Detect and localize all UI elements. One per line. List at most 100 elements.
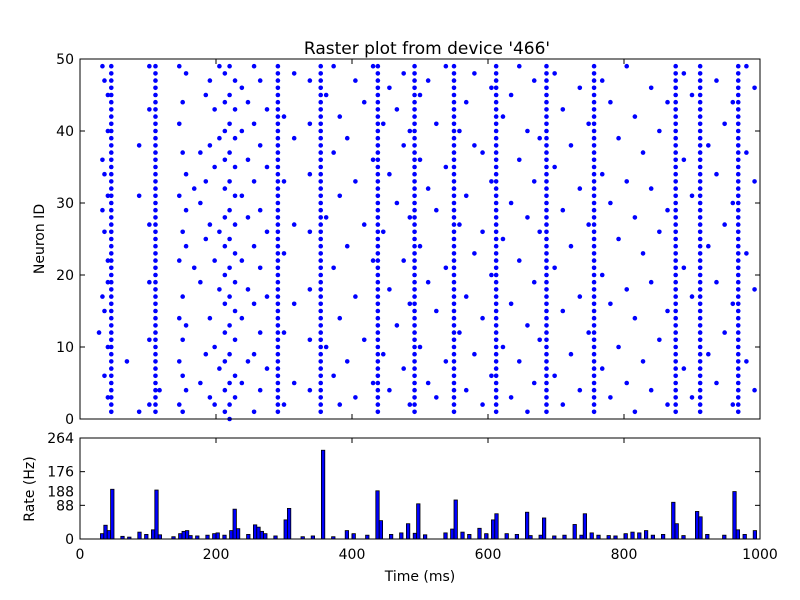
spike-marker (493, 402, 499, 407)
spike-marker (102, 229, 107, 235)
spike-marker (275, 107, 281, 112)
spike-marker (544, 143, 549, 148)
spike-marker (412, 387, 417, 393)
spike-marker (147, 63, 152, 69)
spike-marker (697, 359, 703, 364)
spike-marker (451, 251, 457, 256)
spike-marker (245, 157, 251, 163)
spike-marker (153, 251, 158, 256)
rate-bar (705, 534, 710, 540)
spike-marker (493, 387, 499, 393)
spike-marker (227, 236, 232, 242)
spike-marker (735, 99, 741, 105)
spike-marker (275, 200, 281, 206)
spike-marker (591, 171, 597, 177)
rate-bar (232, 508, 237, 540)
spike-marker (544, 200, 549, 206)
spike-marker (673, 395, 678, 400)
spike-marker (275, 395, 281, 400)
spike-marker (257, 265, 263, 271)
spike-marker (275, 344, 281, 350)
spike-marker (463, 193, 469, 199)
spike-marker (616, 135, 621, 141)
spike-marker (108, 179, 114, 184)
spike-marker (735, 236, 741, 242)
spike-marker (232, 308, 238, 314)
spike-marker (124, 359, 130, 364)
spike-marker (375, 229, 381, 235)
spike-marker (417, 92, 423, 98)
spike-marker (108, 99, 114, 105)
spike-marker (434, 121, 439, 127)
rate-bar (467, 534, 472, 540)
spike-marker (525, 323, 530, 328)
spike-marker (108, 359, 114, 364)
spike-marker (394, 200, 400, 206)
spike-marker (108, 128, 114, 134)
spike-marker (412, 179, 417, 184)
rate-bar (212, 533, 217, 540)
rate-bar (184, 530, 190, 540)
spike-marker (318, 85, 324, 91)
spike-marker (222, 330, 228, 335)
rate-bar (514, 534, 520, 540)
spike-marker (673, 294, 678, 299)
spike-marker (735, 128, 741, 134)
spike-marker (318, 243, 324, 249)
spike-marker (153, 71, 158, 76)
spike-marker (407, 215, 413, 220)
spike-marker (375, 279, 381, 285)
spike-marker (307, 229, 313, 235)
spike-marker (275, 236, 281, 242)
spike-marker (591, 128, 597, 134)
spike-marker (412, 85, 417, 91)
spike-marker (697, 92, 703, 98)
spike-marker (673, 85, 678, 91)
spike-marker (153, 265, 158, 271)
spike-marker (451, 351, 457, 357)
spike-marker (318, 344, 324, 350)
spike-marker (153, 344, 158, 350)
spike-marker (599, 78, 605, 83)
spike-marker (275, 85, 281, 91)
rate-bar (630, 531, 635, 540)
spike-marker (735, 229, 741, 235)
spike-marker (722, 330, 727, 335)
spike-marker (657, 229, 662, 235)
spike-marker (275, 114, 281, 119)
spike-marker (591, 63, 597, 69)
spike-marker (493, 337, 499, 343)
spike-marker (96, 330, 102, 335)
spike-marker (480, 150, 485, 155)
rate-bar (623, 533, 628, 540)
spike-marker (451, 243, 457, 249)
spike-marker (735, 380, 741, 386)
spike-marker (591, 330, 597, 335)
spike-marker (108, 71, 114, 76)
spike-marker (291, 301, 297, 307)
spike-marker (227, 92, 232, 98)
spike-marker (239, 85, 245, 91)
spike-marker (108, 402, 114, 407)
spike-marker (591, 200, 597, 206)
spike-marker (451, 287, 457, 292)
spike-marker (318, 323, 324, 328)
spike-marker (307, 337, 313, 343)
spike-marker (394, 323, 400, 328)
spike-marker (375, 301, 381, 307)
spike-marker (591, 114, 597, 119)
spike-marker (493, 359, 499, 364)
spike-marker (275, 387, 281, 393)
spike-marker (102, 373, 107, 379)
spike-marker (239, 380, 245, 386)
spike-marker (673, 315, 678, 321)
spike-marker (375, 121, 381, 127)
spike-marker (337, 193, 343, 199)
spike-marker (544, 272, 549, 278)
spike-marker (706, 243, 711, 249)
spike-marker (544, 337, 549, 343)
spike-marker (375, 186, 381, 191)
spike-marker (735, 373, 741, 379)
rate-bar (286, 507, 292, 540)
spike-marker (591, 373, 597, 379)
